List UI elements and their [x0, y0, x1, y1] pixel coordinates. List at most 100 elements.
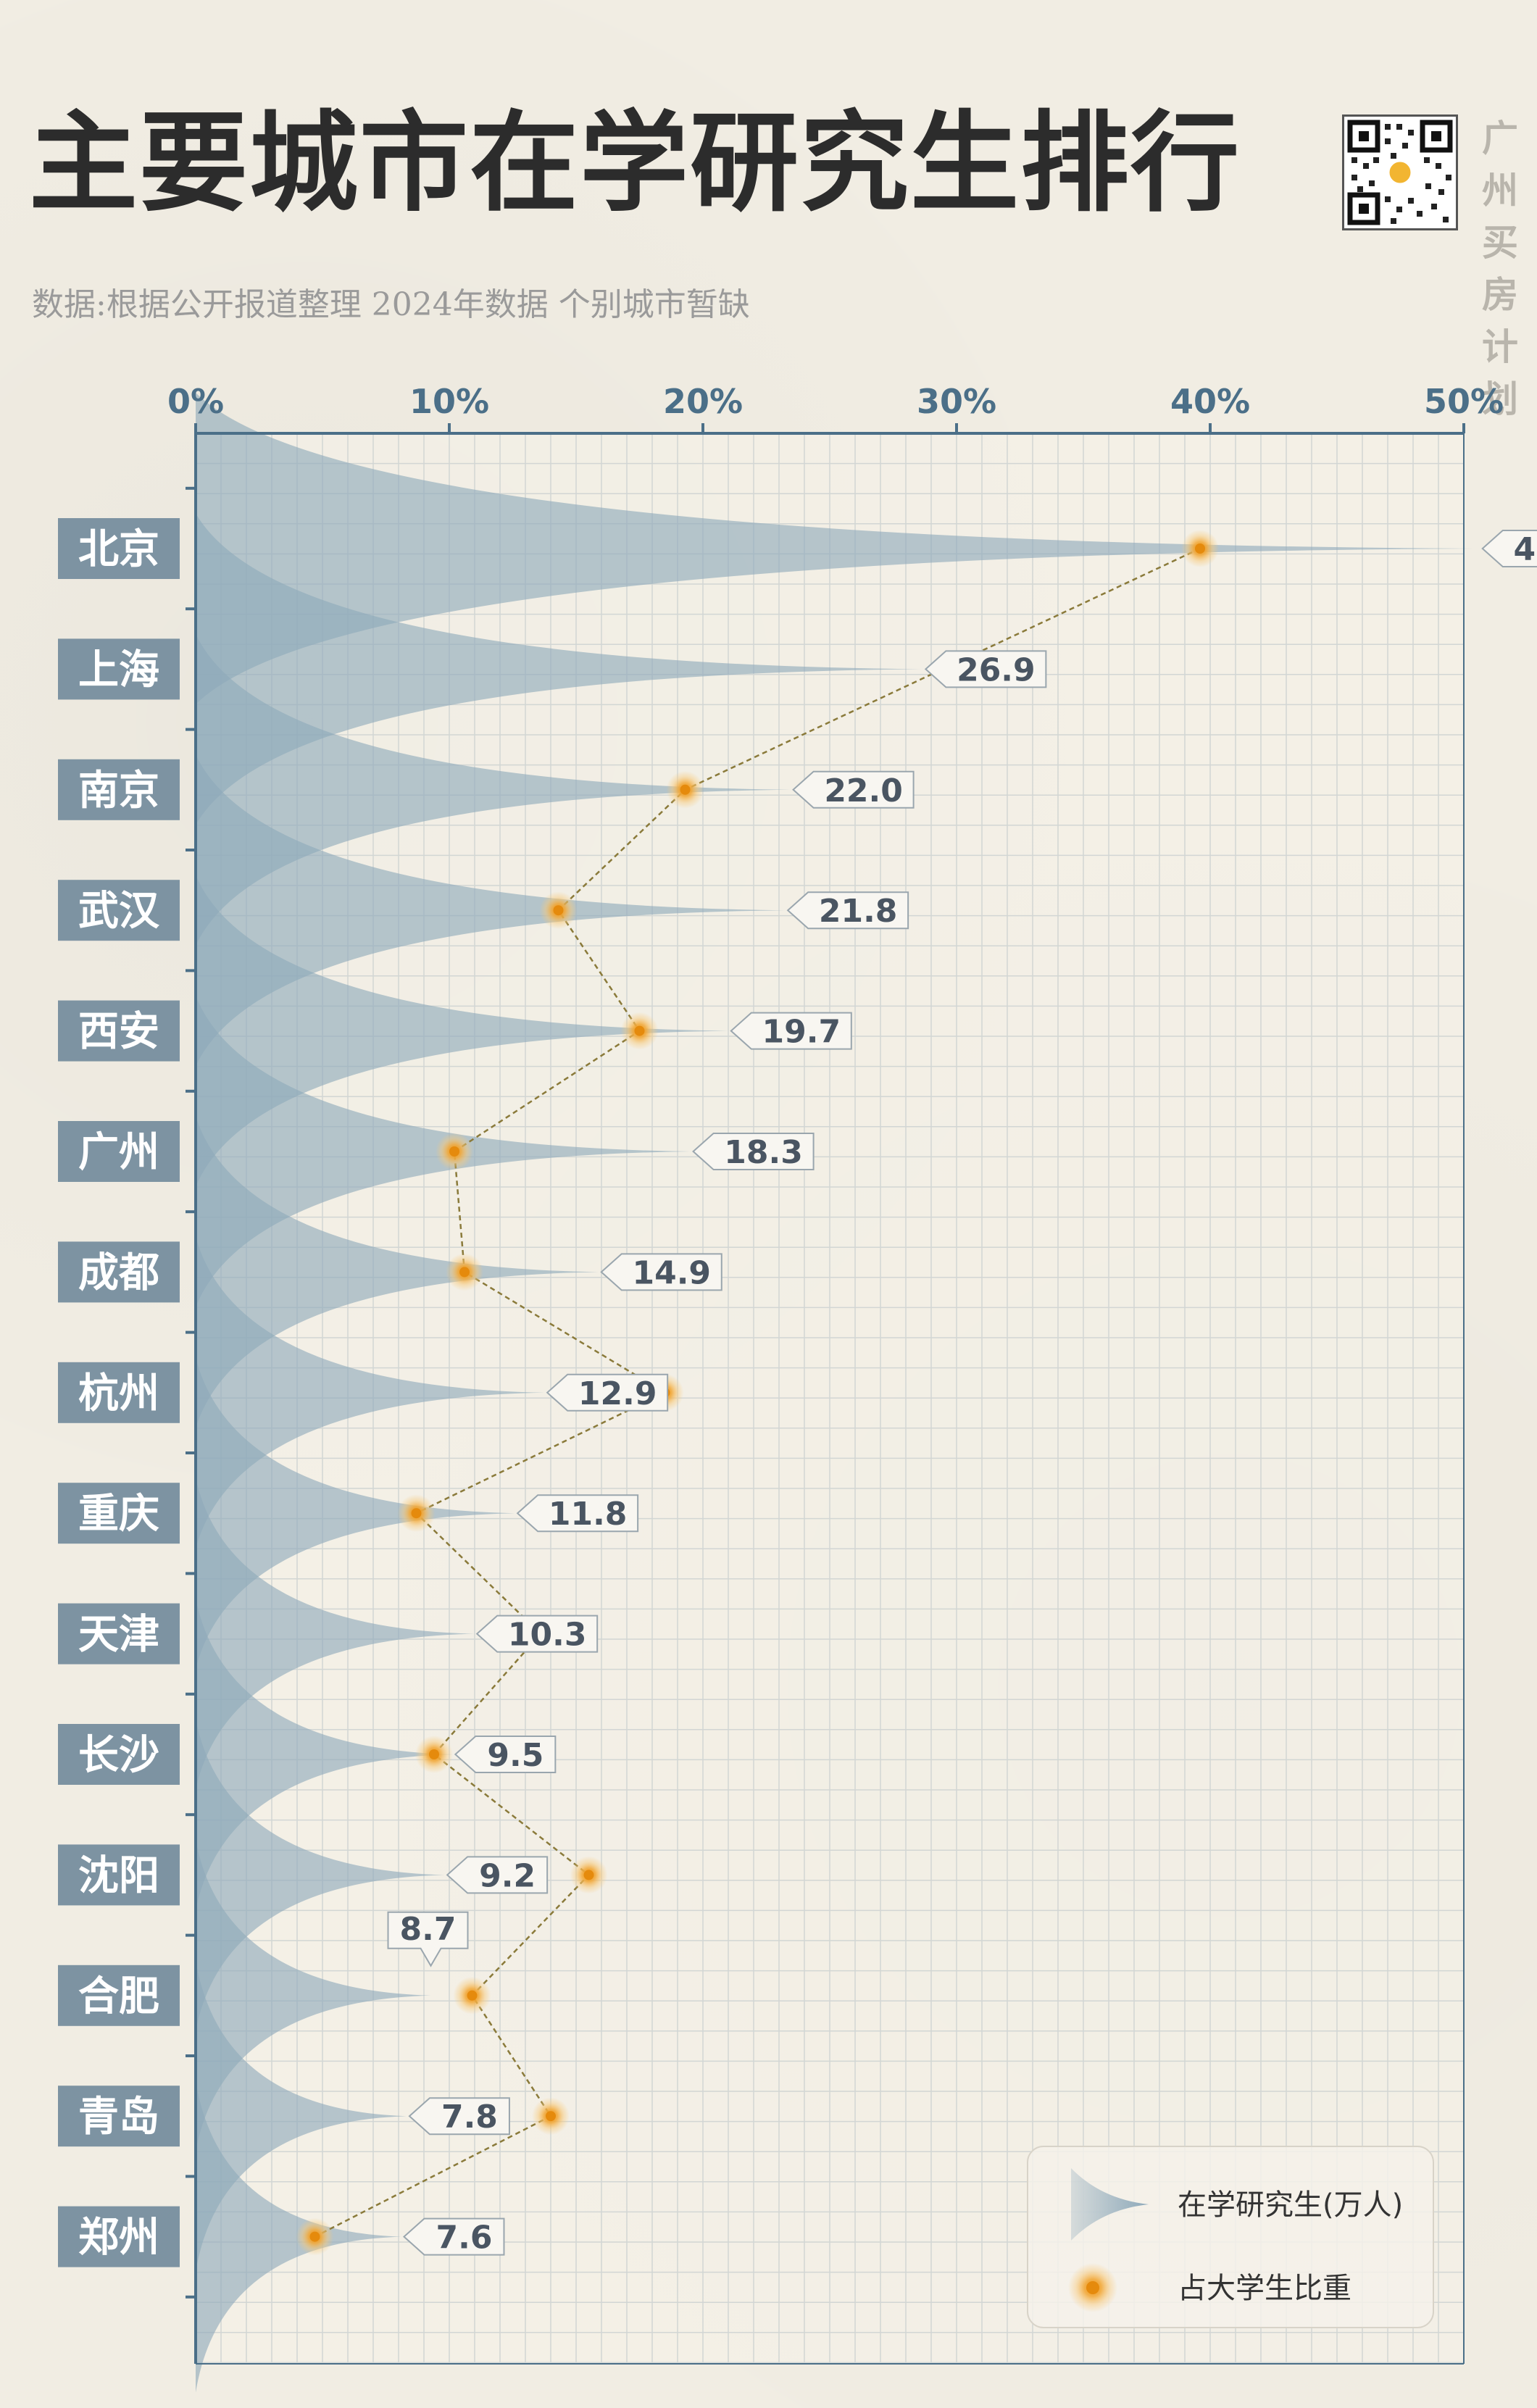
value-label-text: 7.8 — [441, 2099, 498, 2136]
city-label-text: 郑州 — [78, 2214, 159, 2262]
city-label-box — [58, 1965, 180, 2026]
value-label-tag — [692, 1133, 815, 1170]
city-label: 青岛 — [58, 2086, 180, 2147]
value-label-text: 47.5 — [1513, 531, 1537, 568]
value-label: 10.3 — [475, 1615, 599, 1654]
city-label: 天津 — [58, 1603, 180, 1665]
city-label-box — [58, 1362, 180, 1423]
student-spike — [196, 754, 786, 1067]
value-label-text: 22.0 — [824, 772, 903, 809]
city-label-box — [58, 1000, 180, 1062]
chart-title: 主要城市在学研究生排行 — [29, 99, 1241, 227]
ratio-dot — [546, 2111, 556, 2122]
city-label-text: 天津 — [78, 1611, 159, 1659]
city-label: 武汉 — [58, 880, 180, 941]
axes — [186, 423, 1465, 2365]
city-label-text: 北京 — [78, 525, 159, 573]
city-label-text: 南京 — [78, 767, 159, 815]
city-label-text: 重庆 — [78, 1490, 159, 1538]
value-label-text: 12.9 — [578, 1375, 657, 1412]
value-label-tag — [546, 1373, 669, 1412]
city-label: 沈阳 — [58, 1844, 180, 1906]
city-label-box — [58, 1724, 180, 1785]
city-label-text: 杭州 — [78, 1370, 159, 1417]
value-label-tag — [475, 1615, 599, 1653]
value-label-text: 18.3 — [724, 1134, 803, 1171]
value-label: 11.8 — [516, 1494, 639, 1533]
x-tick-label: 50% — [1424, 382, 1504, 421]
legend-label-students: 在学研究生(万人) — [1178, 2188, 1403, 2222]
x-tick-label: 20% — [663, 382, 743, 421]
student-spike — [196, 1599, 453, 1910]
value-label-text: 9.5 — [487, 1737, 543, 1774]
value-label-text: 11.8 — [549, 1496, 628, 1533]
city-label-text: 沈阳 — [78, 1851, 159, 1899]
ratio-dot — [429, 1749, 439, 1759]
value-label: 12.9 — [546, 1373, 669, 1412]
value-label-tag — [792, 770, 915, 809]
student-spike — [196, 1236, 545, 1549]
student-spike — [196, 1478, 475, 1790]
value-label-tag — [600, 1253, 722, 1291]
city-label: 广州 — [58, 1121, 180, 1182]
ratio-dot — [467, 1990, 478, 2001]
legend-box — [1027, 2146, 1434, 2328]
value-label: 22.0 — [792, 770, 915, 809]
value-label-text: 19.7 — [762, 1014, 841, 1051]
x-tick-label: 40% — [1170, 382, 1250, 421]
ratio-dot — [680, 784, 691, 795]
city-label: 西安 — [58, 1000, 180, 1062]
chart-subtitle: 数据:根据公开报道整理 2024年数据 个别城市暂缺 — [32, 286, 750, 323]
brand-vertical-text: 广 州 买 房 计 划 — [1478, 112, 1522, 425]
value-label: 14.9 — [600, 1253, 722, 1291]
student-spike — [196, 1719, 445, 2031]
x-tick-label: 0% — [167, 382, 224, 421]
value-label-tag — [1481, 530, 1537, 567]
legend-label-ratio: 占大学生比重 — [1178, 2272, 1351, 2305]
city-label-text: 成都 — [78, 1249, 159, 1296]
value-label-tag — [408, 2097, 510, 2136]
city-label-box — [58, 2086, 180, 2147]
value-label-tag — [730, 1012, 852, 1050]
ratio-connector-line — [314, 547, 1201, 2238]
city-label: 杭州 — [58, 1362, 180, 1423]
value-label: 8.7 — [387, 1911, 469, 1967]
value-label-text: 26.9 — [957, 651, 1036, 688]
ratio-dot — [1195, 543, 1205, 554]
ratio-dot — [553, 905, 564, 916]
student-spike — [196, 1116, 599, 1428]
value-label-text: 21.8 — [819, 893, 898, 930]
city-label-box — [58, 880, 180, 941]
x-tick-labels: 0% 10% 20% 30% 40% 50% — [167, 382, 1504, 421]
legend-dot-core-icon — [1086, 2281, 1099, 2294]
value-label: 18.3 — [692, 1133, 815, 1171]
qr-code-icon — [1342, 114, 1458, 230]
value-label-text: 10.3 — [508, 1617, 587, 1654]
value-label-tag — [387, 1911, 469, 1967]
student-spike — [196, 513, 923, 825]
city-label-box — [58, 1483, 180, 1544]
value-label: 9.2 — [446, 1856, 549, 1894]
value-label: 7.8 — [408, 2097, 510, 2136]
legend-spike-icon — [1071, 2168, 1149, 2241]
city-label-box — [58, 759, 180, 820]
city-label: 合肥 — [58, 1965, 180, 2026]
city-label: 长沙 — [58, 1724, 180, 1785]
student-spike — [196, 1839, 431, 2151]
value-label: 19.7 — [730, 1012, 852, 1051]
x-tick-label: 10% — [409, 382, 489, 421]
student-spike — [196, 393, 1480, 704]
value-label: 47.5 — [1481, 530, 1537, 568]
legend: 在学研究生(万人) 占大学生比重 — [1027, 2146, 1434, 2328]
city-label-box — [58, 2206, 180, 2267]
city-label-text: 上海 — [78, 646, 159, 693]
brand-char: 房 — [1482, 274, 1518, 316]
value-label-tag — [516, 1494, 639, 1533]
value-label-text: 9.2 — [479, 1857, 536, 1894]
value-label-text: 8.7 — [400, 1911, 457, 1948]
value-label-tag — [786, 891, 909, 930]
value-label: 21.8 — [786, 891, 909, 930]
brand-char: 划 — [1482, 378, 1518, 420]
